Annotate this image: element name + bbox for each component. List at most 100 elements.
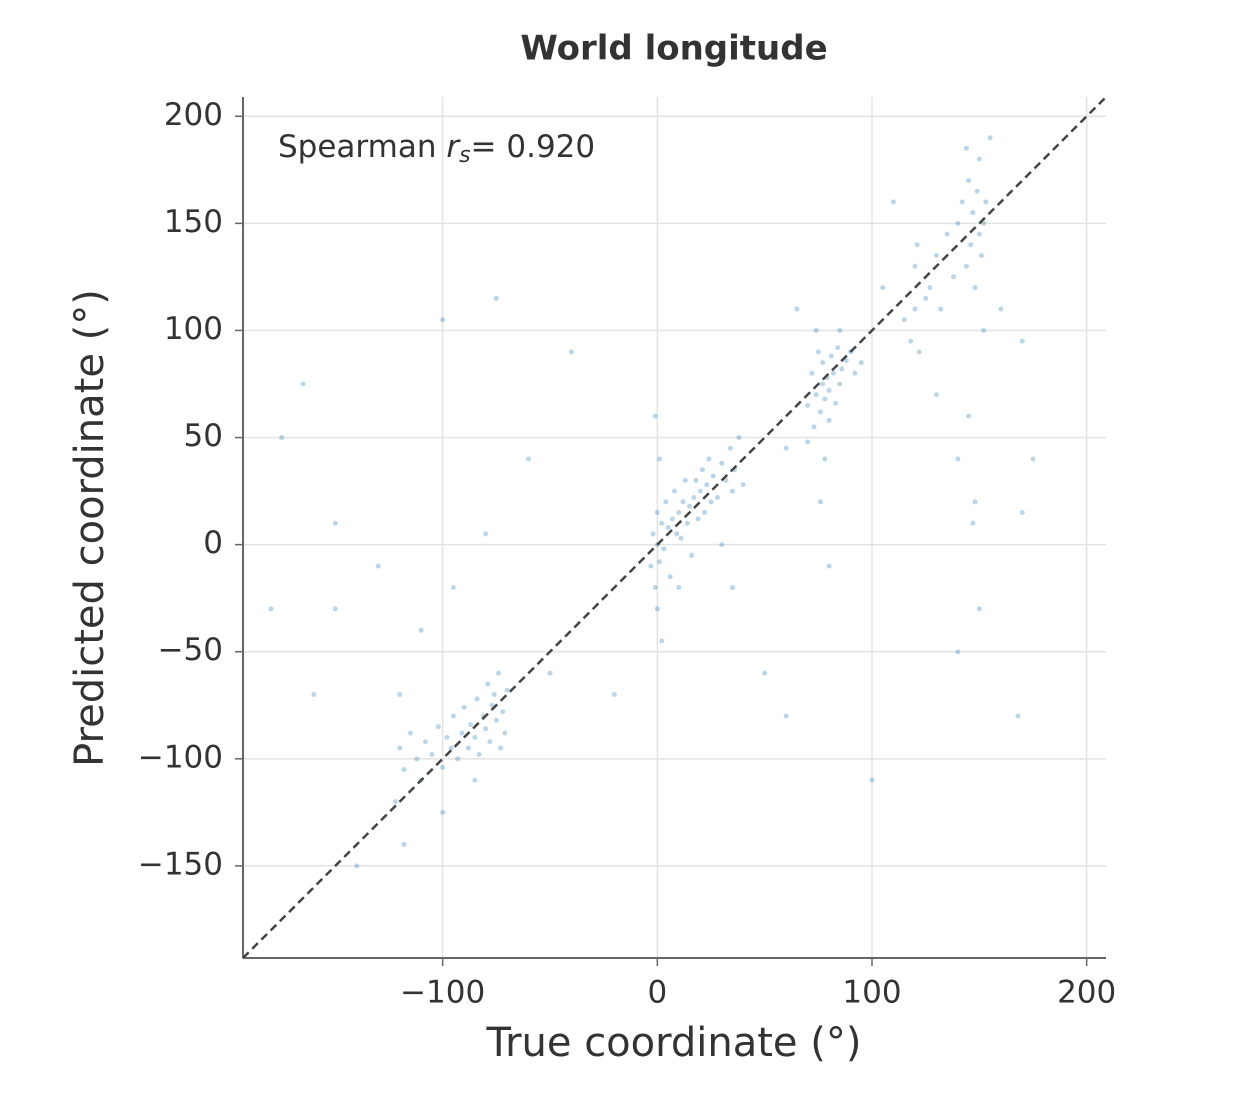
x-tick-label: 200: [1057, 975, 1116, 1011]
point: [375, 563, 381, 569]
point: [762, 670, 768, 676]
point: [691, 495, 697, 501]
point: [650, 531, 656, 537]
y-tick-label: 100: [164, 311, 223, 347]
point: [805, 402, 811, 408]
point: [843, 357, 849, 363]
point: [972, 499, 978, 505]
point: [972, 285, 978, 291]
point: [489, 702, 495, 708]
point: [974, 188, 980, 194]
point: [976, 606, 982, 612]
point: [706, 456, 712, 462]
point: [740, 482, 746, 488]
point: [837, 327, 843, 333]
point: [714, 495, 720, 501]
point: [680, 499, 686, 505]
point: [397, 692, 403, 698]
point: [923, 295, 929, 301]
point: [955, 649, 961, 655]
point: [966, 413, 972, 419]
point: [981, 220, 987, 226]
annotation-prefix: Spearman: [278, 129, 436, 165]
point: [704, 482, 710, 488]
point: [526, 456, 532, 462]
point: [933, 392, 939, 398]
point: [727, 445, 733, 451]
x-tick-label: 100: [842, 975, 901, 1011]
point: [268, 606, 274, 612]
point: [813, 392, 819, 398]
point: [493, 717, 499, 723]
point: [830, 370, 836, 376]
point: [665, 525, 671, 530]
point: [440, 764, 446, 770]
point: [794, 306, 800, 312]
point: [474, 696, 480, 702]
point: [483, 726, 489, 732]
chart-title: World longitude: [520, 29, 827, 69]
y-tick-label: 50: [184, 418, 223, 454]
point: [435, 724, 441, 730]
x-tick-label: 0: [647, 975, 667, 1011]
point: [407, 730, 413, 736]
point: [661, 546, 667, 552]
point: [987, 135, 993, 141]
point: [656, 456, 662, 462]
grid: [243, 97, 1106, 958]
point: [822, 456, 828, 462]
point: [455, 756, 461, 762]
point: [978, 252, 984, 258]
point: [983, 199, 989, 205]
point: [852, 370, 858, 376]
point: [682, 477, 688, 483]
point: [736, 435, 742, 441]
point: [699, 467, 705, 473]
point: [654, 606, 660, 612]
point: [440, 809, 446, 815]
point: [817, 409, 823, 415]
identity-line: [242, 96, 1107, 959]
point: [695, 516, 701, 522]
annotation: Spearman rs= 0.920: [278, 129, 595, 169]
point: [837, 381, 843, 387]
point: [659, 520, 665, 526]
point: [976, 231, 982, 237]
point: [448, 745, 454, 751]
point: [676, 584, 682, 590]
point: [311, 692, 317, 698]
point: [674, 531, 680, 537]
point: [970, 520, 976, 526]
point: [826, 387, 832, 393]
point: [826, 417, 832, 423]
point: [822, 396, 828, 402]
point: [476, 752, 482, 758]
point: [678, 535, 684, 541]
y-tick-label: 200: [164, 97, 223, 133]
point: [944, 231, 950, 237]
point: [652, 413, 658, 419]
point: [908, 338, 914, 344]
point: [485, 681, 491, 687]
point: [708, 499, 714, 505]
y-tick-label: 150: [164, 204, 223, 240]
point: [500, 709, 506, 715]
annotation-suffix: = 0.920: [471, 129, 596, 165]
annotation-symbol: r: [446, 129, 461, 165]
point: [392, 799, 398, 805]
points: [268, 135, 1036, 869]
point: [820, 381, 826, 387]
point: [429, 752, 435, 758]
point: [418, 627, 424, 633]
axes: −100 0 100 200 −150 −100 −50 0 50 100 150 200: [138, 96, 1116, 1011]
point: [697, 488, 703, 494]
point: [1019, 338, 1025, 344]
point: [839, 366, 845, 372]
point: [491, 692, 497, 698]
point: [687, 503, 693, 509]
point: [826, 563, 832, 569]
point: [817, 499, 823, 505]
x-tick-label: −100: [400, 975, 485, 1011]
point: [495, 670, 501, 676]
